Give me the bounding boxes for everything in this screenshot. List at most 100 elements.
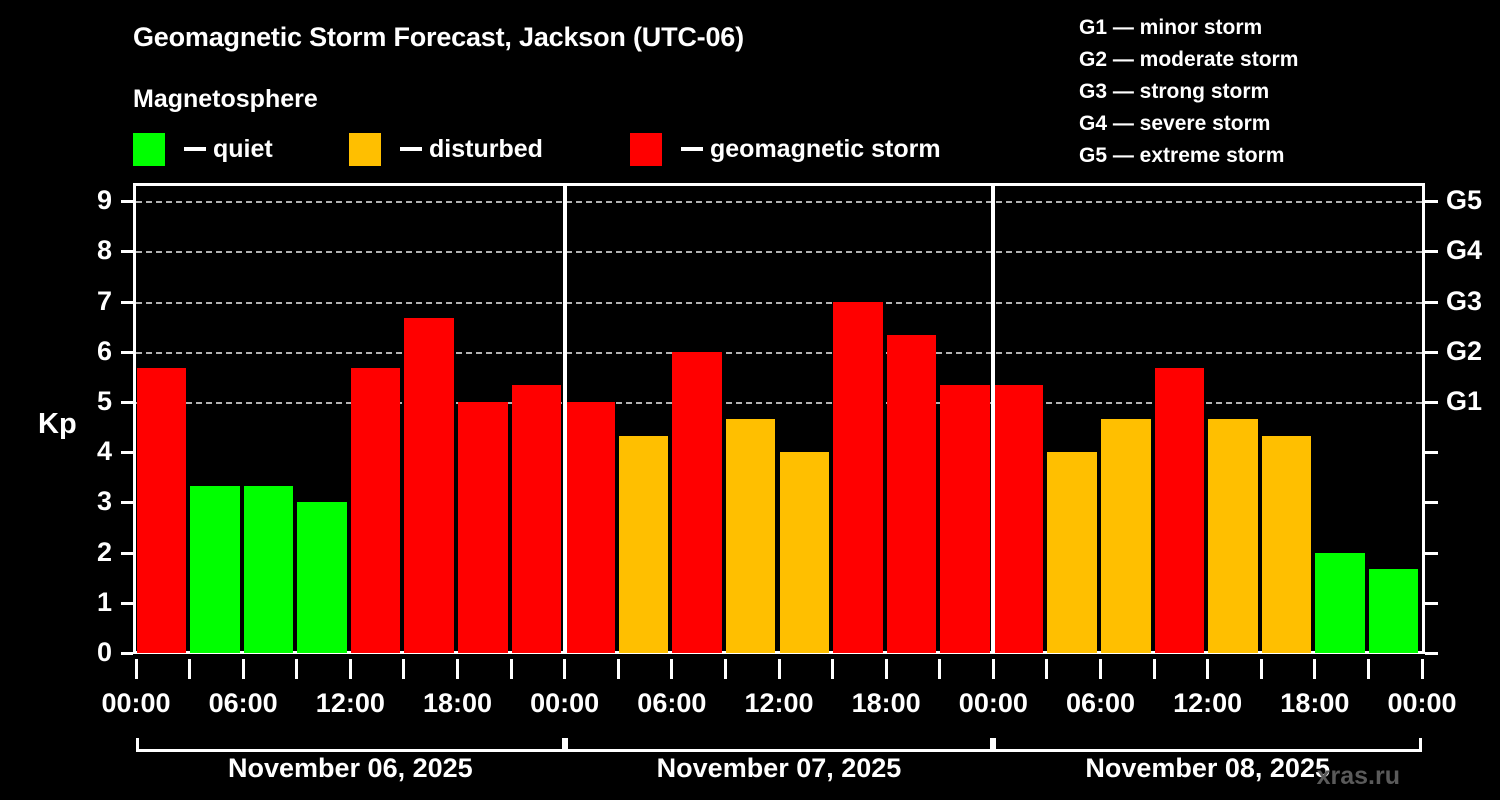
y-tick-label-1: 1 [96, 586, 112, 617]
bar-day3-1200 [1208, 418, 1258, 653]
legend-dash-icon [400, 147, 422, 151]
g-scale-row-g1: G1 — minor storm [1079, 16, 1263, 39]
y-tick-label-6: 6 [96, 335, 112, 366]
bar-day3-1500 [1261, 435, 1312, 653]
x-tick-label-4: 00:00 [530, 688, 600, 718]
y-tick-label-8: 8 [96, 235, 112, 266]
legend-label-quiet: quiet [213, 134, 273, 163]
x-tick-mark-1 [188, 659, 192, 679]
x-tick-label-5: 06:00 [637, 688, 707, 718]
watermark: xras.ru [1316, 762, 1400, 790]
x-tick-label-6: 12:00 [744, 688, 814, 718]
g-tick-label-g4: G4 [1446, 235, 1483, 266]
bar-day2-2100 [940, 385, 990, 653]
g-tick-mark-kp-9 [1425, 200, 1438, 204]
bar-day3-0300 [1047, 452, 1097, 653]
bar-day3-2100 [1368, 569, 1419, 653]
bar-day1-1800 [458, 402, 508, 653]
x-tick-label-3: 18:00 [422, 688, 493, 718]
x-tick-label-11: 18:00 [1280, 688, 1350, 718]
g-tick-label-g5: G5 [1446, 185, 1483, 216]
x-tick-label-1: 06:00 [208, 688, 278, 718]
g-scale-row-g3: G3 — strong storm [1079, 80, 1270, 103]
y-tick-label-2: 2 [96, 536, 112, 567]
bar-day3-0900 [1154, 368, 1205, 653]
legend-entry-disturbed: disturbed [349, 131, 543, 167]
x-tick-mark-2 [241, 659, 245, 679]
legend-entry-storm: geomagnetic storm [630, 131, 941, 167]
g-tick-mark-kp-3 [1425, 501, 1438, 505]
day-separator-1 [562, 183, 567, 653]
x-tick-mark-19 [1152, 659, 1156, 679]
x-tick-label-8: 00:00 [958, 688, 1028, 718]
g-scale-row-g2: G2 — moderate storm [1079, 48, 1299, 71]
y-tick-label-3: 3 [96, 486, 112, 517]
y-tick-mark-3 [121, 501, 133, 505]
bar-day1-0300 [190, 485, 240, 653]
bar-day2-0600 [672, 351, 722, 653]
legend-dash-icon [184, 147, 206, 151]
x-tick-mark-3 [295, 659, 299, 679]
x-tick-mark-11 [723, 659, 727, 679]
bar-day2-1800 [886, 335, 937, 653]
y-tick-mark-6 [121, 350, 133, 354]
g-tick-label-g1: G1 [1446, 386, 1483, 416]
bar-day1-0900 [297, 502, 347, 653]
g-scale-row-g5: G5 — extreme storm [1079, 144, 1285, 167]
x-tick-label-12: 00:00 [1387, 688, 1457, 718]
page-title: Geomagnetic Storm Forecast, Jackson (UTC… [133, 22, 744, 52]
gridline-kp-6 [136, 351, 1422, 354]
y-tick-mark-1 [121, 601, 133, 605]
day-label-1: November 06, 2025 [228, 753, 473, 783]
g-tick-mark-kp-8 [1425, 250, 1438, 254]
x-tick-mark-21 [1259, 659, 1263, 679]
x-tick-label-9: 06:00 [1065, 688, 1136, 718]
x-tick-mark-18 [1099, 659, 1102, 679]
plot-area [136, 183, 1422, 653]
x-tick-mark-8 [563, 659, 567, 679]
gridline-kp-8 [136, 251, 1422, 254]
g-tick-mark-kp-7 [1425, 300, 1438, 304]
g-tick-mark-kp-6 [1425, 350, 1438, 354]
y-tick-label-4: 4 [96, 436, 112, 467]
legend-label-storm: geomagnetic storm [710, 134, 941, 163]
legend-dash-icon [681, 147, 703, 151]
gridline-kp-9 [136, 201, 1422, 204]
day-label-3: November 08, 2025 [1085, 753, 1330, 783]
y-tick-mark-5 [121, 401, 133, 404]
x-tick-mark-17 [1045, 659, 1049, 679]
y-tick-mark-7 [121, 300, 133, 304]
x-tick-mark-13 [831, 659, 835, 679]
y-tick-label-5: 5 [96, 386, 112, 416]
legend-entry-quiet: quiet [133, 131, 273, 167]
y-tick-label-9: 9 [96, 185, 112, 216]
x-tick-mark-15 [938, 659, 942, 679]
g-tick-mark-kp-2 [1425, 551, 1438, 555]
x-tick-label-0: 00:00 [101, 688, 171, 718]
x-tick-mark-10 [670, 659, 674, 679]
x-tick-mark-5 [402, 659, 406, 679]
bar-day2-0300 [618, 435, 669, 653]
bar-day2-0900 [725, 418, 776, 653]
bar-day3-0000 [993, 385, 1044, 653]
legend-swatch-quiet [133, 132, 165, 166]
bar-day2-1200 [779, 452, 830, 653]
bar-day2-0000 [565, 402, 615, 653]
legend-swatch-disturbed [349, 132, 381, 166]
legend-label-disturbed: disturbed [429, 134, 543, 163]
gridline-kp-7 [136, 301, 1422, 304]
x-tick-mark-14 [884, 659, 888, 679]
g-tick-label-g3: G3 [1446, 285, 1483, 316]
bar-day2-1500 [833, 301, 883, 653]
g-tick-label-g2: G2 [1446, 335, 1483, 366]
g-tick-mark-kp-5 [1425, 401, 1438, 404]
bar-day1-0600 [243, 485, 294, 653]
x-tick-mark-4 [348, 659, 352, 679]
x-tick-label-7: 18:00 [851, 688, 921, 718]
plot-frame [133, 183, 1425, 654]
day-separator-2 [991, 183, 996, 653]
g-tick-mark-kp-1 [1425, 601, 1438, 605]
x-tick-mark-12 [777, 659, 781, 679]
y-tick-mark-0 [121, 652, 133, 655]
x-tick-label-2: 12:00 [315, 688, 385, 718]
